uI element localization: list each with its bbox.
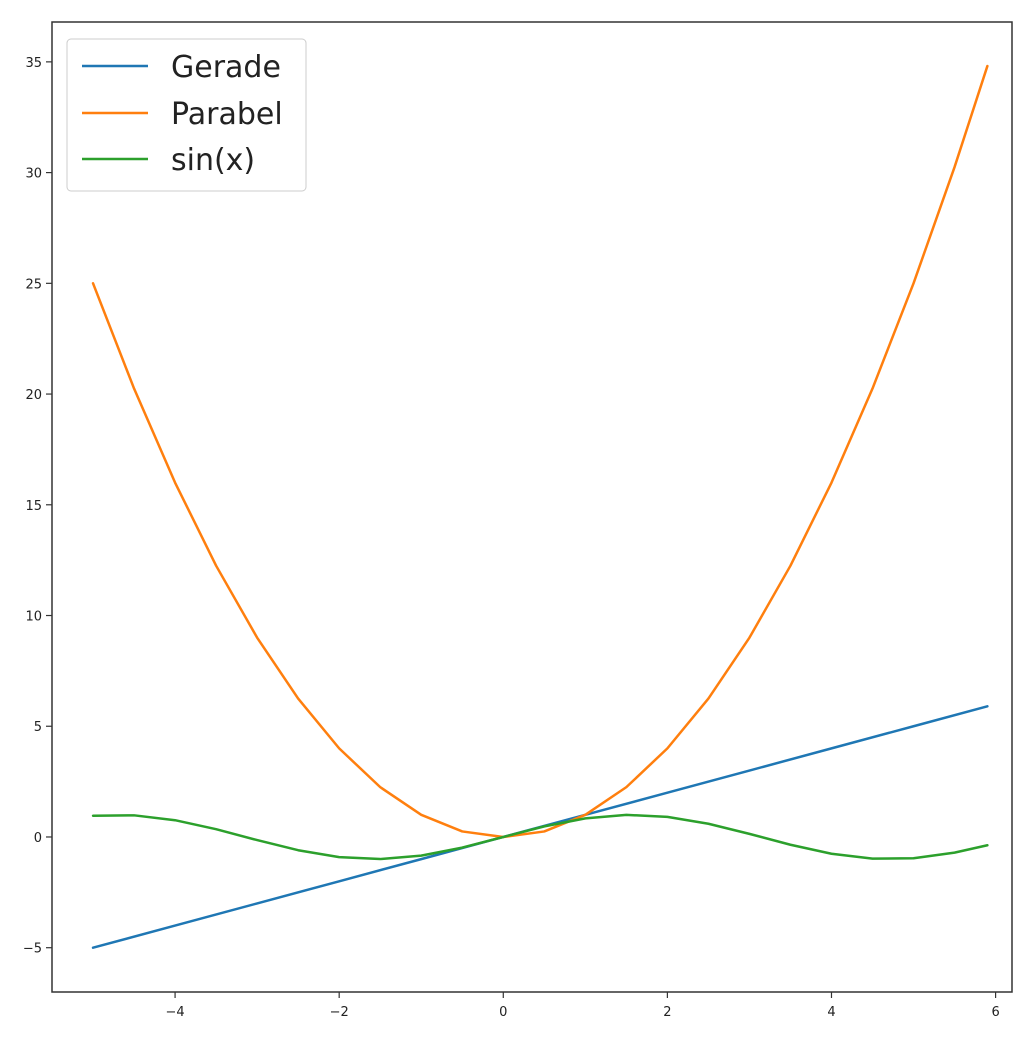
x-tick-label: 6 (991, 1005, 999, 1020)
y-tick-label: 15 (25, 499, 42, 514)
legend-label-parabel: Parabel (171, 97, 283, 132)
legend-frame (66, 38, 307, 192)
y-tick-label: 0 (34, 831, 42, 846)
y-tick-label: −5 (23, 942, 42, 957)
x-axis: −4 −2 0 2 4 6 (165, 992, 1000, 1020)
y-tick-label: 30 (25, 167, 42, 182)
y-tick-label: 5 (34, 720, 42, 735)
y-tick-label: 25 (25, 277, 42, 292)
series-line-2 (91, 64, 989, 839)
y-tick-label: 10 (25, 610, 42, 625)
y-tick-label: 20 (25, 388, 42, 403)
x-tick-label: 0 (499, 1005, 507, 1020)
legend-label-sin: sin(x) (171, 143, 255, 178)
x-tick-label: 4 (827, 1005, 835, 1020)
x-tick-label: −2 (330, 1005, 349, 1020)
legend: Gerade Parabel sin(x) (66, 38, 307, 192)
x-tick-label: −4 (165, 1005, 184, 1020)
y-tick-label: 35 (25, 56, 42, 71)
y-axis: −5 0 5 10 15 20 25 30 35 (23, 56, 52, 957)
legend-label-gerade: Gerade (171, 50, 281, 85)
x-tick-label: 2 (663, 1005, 671, 1020)
series-line-3 (91, 813, 989, 861)
series-layer (91, 64, 989, 949)
